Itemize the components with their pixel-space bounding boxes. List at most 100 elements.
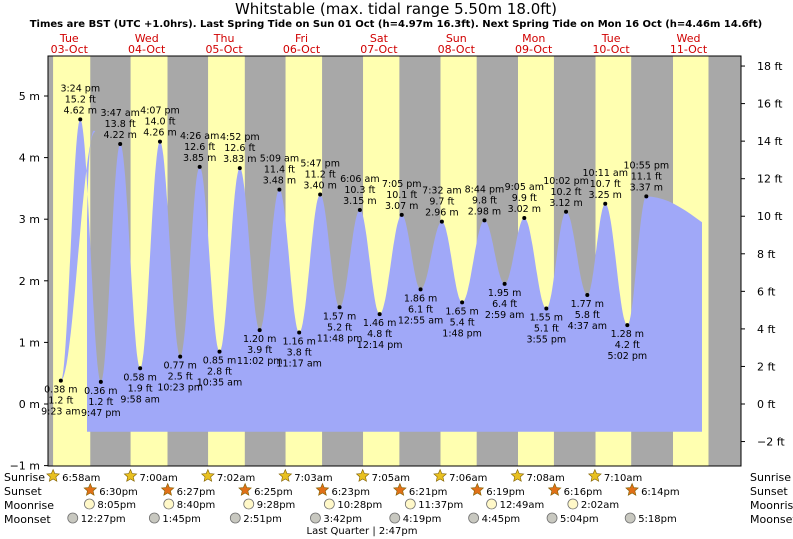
tide-point [178, 354, 183, 359]
tide-time: 1:48 pm [442, 328, 482, 339]
left-tick-label: −1 m [10, 460, 40, 473]
tide-time: 5:09 am [260, 154, 299, 165]
tide-height-ft: 13.8 ft [105, 119, 136, 130]
moonset-icon [310, 512, 321, 524]
sunset-icon [83, 482, 98, 496]
tide-time: 9:58 am [120, 394, 159, 405]
tide-height-m: 1.86 m [404, 293, 437, 304]
sunset-icon [470, 482, 485, 496]
day-name: Thu [213, 32, 235, 45]
sunset-time: 6:27pm [177, 487, 216, 498]
tide-time: 10:02 pm [543, 176, 589, 187]
moonset-icon [389, 512, 401, 524]
tide-point [217, 349, 222, 354]
tide-time: 11:17 am [276, 359, 321, 370]
tide-height-ft: 9.8 ft [472, 195, 497, 206]
sunrise-time: 6:58am [62, 473, 100, 484]
tide-height-m: 1.16 m [282, 337, 315, 348]
sunset-icon [238, 482, 252, 496]
sunset-icon [625, 482, 639, 496]
tide-height-m: 3.12 m [549, 198, 582, 209]
day-labels: Tue03-OctWed04-OctThu05-OctFri06-OctSat0… [51, 32, 708, 56]
moonrise-time: 10:28pm [337, 500, 382, 511]
tide-point [318, 192, 323, 197]
tide-height-ft: 4.2 ft [615, 340, 640, 351]
tide-point [297, 330, 302, 335]
sunset-time: 6:14pm [641, 487, 680, 498]
tide-height-m: 3.48 m [263, 176, 296, 187]
tide-height-ft: 14.0 ft [144, 117, 175, 128]
moonrise-icon [323, 498, 335, 510]
day-date: 04-Oct [128, 43, 166, 56]
tide-height-m: 3.37 m [630, 182, 663, 193]
tide-point [377, 312, 382, 317]
moonset-time: 1:45pm [162, 514, 201, 525]
tide-height-ft: 5.1 ft [534, 324, 559, 335]
sunset-row-label-right: Sunset [750, 485, 788, 498]
tide-point [585, 292, 590, 297]
tide-height-m: 1.95 m [488, 288, 521, 299]
sunrise-icon [433, 468, 448, 482]
day-name: Sat [370, 32, 389, 45]
tide-time: 4:37 am [568, 321, 607, 332]
tide-time: 5:47 pm [300, 159, 340, 170]
tide-time: 12:55 am [398, 315, 443, 326]
tide-height-m: 3.85 m [183, 153, 216, 164]
left-tick-label: 0 m [19, 398, 40, 411]
right-tick-label: 8 ft [757, 248, 776, 261]
tide-point [460, 300, 465, 305]
tide-time: 11:02 pm [237, 356, 283, 367]
moonset-time: 3:42pm [323, 514, 362, 525]
moonset-time: 2:51pm [243, 514, 282, 525]
day-date: 05-Oct [205, 43, 243, 56]
tide-time: 4:52 pm [220, 132, 260, 143]
sunset-icon [547, 482, 562, 496]
tide-point [138, 366, 143, 371]
left-tick-label: 5 m [19, 90, 40, 103]
tide-height-m: 3.25 m [589, 190, 622, 201]
left-tick-label: 4 m [19, 152, 40, 165]
tide-height-m: 3.83 m [223, 154, 256, 165]
sunrise-time: 7:03am [294, 473, 332, 484]
moonset-icon [468, 512, 480, 524]
tide-time: 5:02 pm [608, 351, 648, 362]
tide-time: 10:23 pm [157, 383, 203, 394]
tide-point [482, 218, 487, 223]
tide-time: 2:59 am [485, 310, 524, 321]
tide-point [625, 323, 630, 328]
tide-height-m: 1.65 m [445, 306, 478, 317]
tide-time: 8:44 pm [465, 184, 505, 195]
right-tick-label: 6 ft [757, 285, 776, 298]
tide-time: 4:07 pm [140, 106, 180, 117]
day-date: 03-Oct [51, 43, 89, 56]
moonrise-icon [567, 498, 579, 510]
day-name: Tue [59, 32, 79, 45]
day-name: Mon [522, 32, 545, 45]
sunrise-time: 7:05am [372, 473, 410, 484]
moonrise-time: 8:40pm [177, 500, 216, 511]
tide-point [564, 209, 569, 214]
tide-height-ft: 5.8 ft [575, 310, 600, 321]
moonrise-time: 12:49am [500, 500, 545, 511]
right-tick-label: 2 ft [757, 360, 776, 373]
day-date: 08-Oct [438, 43, 476, 56]
tide-point [197, 164, 202, 169]
tide-point [58, 378, 63, 383]
sunrise-icon [46, 468, 61, 482]
tide-height-m: 2.96 m [425, 208, 458, 219]
tide-height-m: 0.58 m [123, 372, 156, 383]
tide-height-ft: 3.9 ft [247, 345, 272, 356]
left-tick-label: 1 m [19, 336, 40, 349]
tide-points [58, 117, 649, 384]
sunrise-time: 7:10am [604, 473, 642, 484]
day-date: 06-Oct [283, 43, 321, 56]
right-tick-label: 4 ft [757, 323, 776, 336]
tide-height-m: 1.55 m [530, 313, 563, 324]
sunrise-time: 7:02am [217, 473, 255, 484]
sunrise-time: 7:08am [526, 473, 564, 484]
moonset-row-label-right: Moonset [750, 513, 793, 526]
day-date: 11-Oct [670, 43, 708, 56]
sunset-icon [315, 482, 330, 496]
tide-height-ft: 11.2 ft [305, 170, 336, 181]
moonrise-row-label: Moonrise [4, 499, 54, 512]
